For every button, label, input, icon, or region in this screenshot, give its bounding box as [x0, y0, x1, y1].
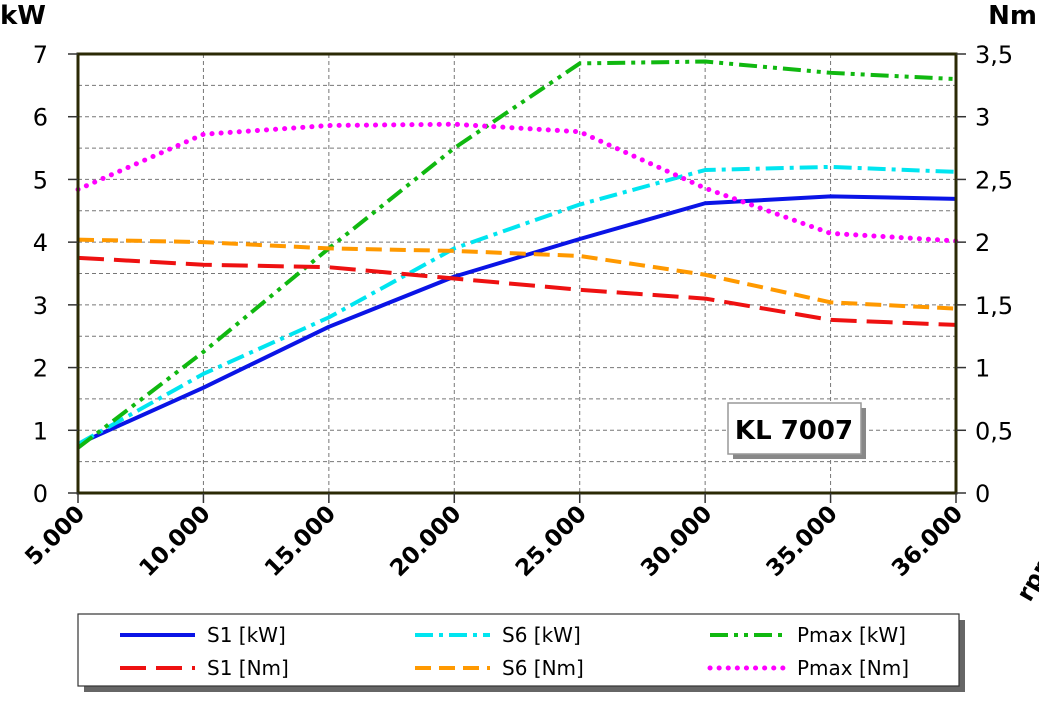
- y-left-tick-label: 5: [33, 166, 48, 194]
- y-left-tick-label: 1: [33, 417, 48, 445]
- y-left-tick-label: 6: [33, 104, 48, 132]
- x-tick-label: 20.000: [385, 501, 466, 582]
- y-right-tick-label: 1: [975, 355, 990, 383]
- ticks: 0 1 2 3 4 5 6 7 0 0,5 1 1,5 2 2,5 3 3,5 5.000 10.000 15.00…: [20, 41, 1013, 582]
- series-line-3: [77, 255, 957, 327]
- series-line-2: [76, 59, 957, 450]
- series-line-1: [77, 164, 957, 446]
- y-right-tick-label: 2: [975, 229, 990, 257]
- y-left-tick-label: 0: [33, 480, 48, 508]
- y-right-tick-label: 0: [975, 480, 990, 508]
- legend-label: S6 [kW]: [502, 623, 581, 647]
- series-line-0: [77, 194, 957, 446]
- y-axis-left-label: kW: [0, 1, 46, 31]
- series-line-4: [77, 237, 957, 311]
- x-tick-label: 25.000: [511, 501, 592, 582]
- x-tick-label: 5.000: [20, 501, 90, 571]
- x-tick-label: 10.000: [135, 501, 216, 582]
- y-right-tick-label: 3: [975, 104, 990, 132]
- x-axis-label: rpm: [1011, 545, 1039, 606]
- x-tick-label: 36.000: [887, 501, 968, 582]
- legend-label: Pmax [kW]: [797, 623, 906, 647]
- legend-label: S1 [Nm]: [207, 656, 289, 680]
- annotation-text: KL 7007: [735, 416, 853, 446]
- x-tick-label: 35.000: [762, 501, 843, 582]
- annotation-box: KL 7007: [727, 402, 866, 459]
- legend-label: S1 [kW]: [207, 623, 286, 647]
- y-left-tick-label: 2: [33, 355, 48, 383]
- legend-label: Pmax [Nm]: [797, 656, 909, 680]
- x-tick-label: 30.000: [636, 501, 717, 582]
- y-right-tick-label: 0,5: [975, 417, 1013, 445]
- legend: S1 [kW] S6 [kW] Pmax [kW] S1 [Nm] S6 [Nm] Pma…: [77, 613, 965, 692]
- series-line-5: [75, 121, 959, 244]
- y-right-tick-label: 3,5: [975, 41, 1013, 69]
- y-axis-right-label: Nm: [988, 1, 1037, 31]
- y-left-tick-label: 3: [33, 292, 48, 320]
- plot-border: [76, 52, 958, 495]
- y-right-tick-label: 1,5: [975, 292, 1013, 320]
- legend-label: S6 [Nm]: [502, 656, 584, 680]
- y-left-tick-label: 7: [33, 41, 48, 69]
- y-right-tick-label: 2,5: [975, 166, 1013, 194]
- series-lines: [75, 59, 959, 450]
- y-left-tick-label: 4: [33, 229, 48, 257]
- x-tick-label: 15.000: [260, 501, 341, 582]
